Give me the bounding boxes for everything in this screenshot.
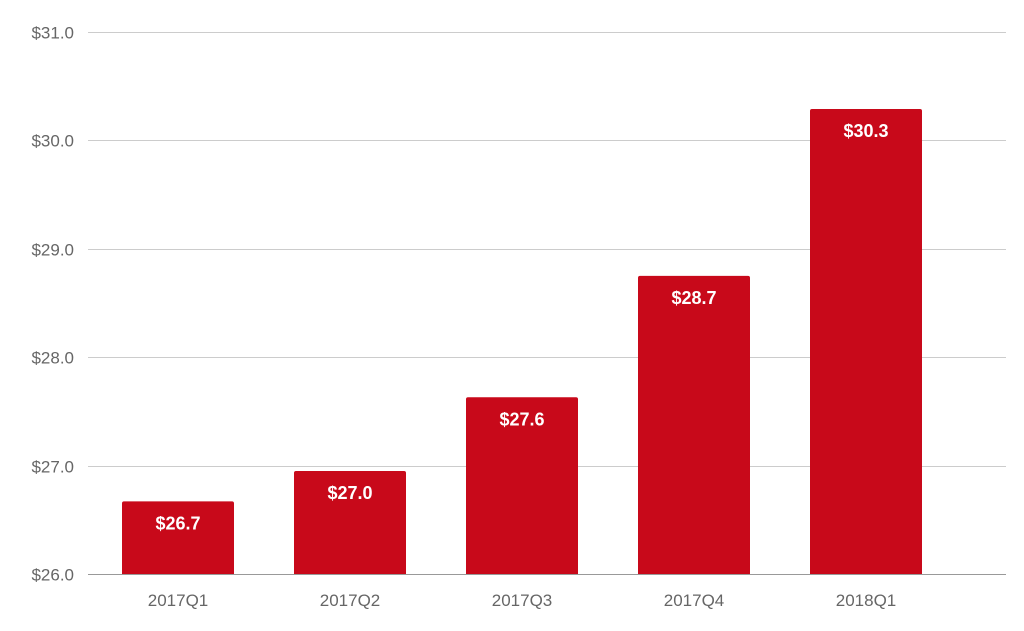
x-tick-label-2017Q1: 2017Q1 [148,591,209,610]
data-label-2017Q2: $27.0 [327,483,372,503]
bar-2018Q1 [810,108,922,575]
y-tick-label: $29.0 [31,241,74,260]
bar-2017Q4 [638,275,750,574]
data-label-2018Q1: $30.3 [843,121,888,141]
y-tick-label: $26.0 [31,566,74,585]
x-tick-label-2018Q1: 2018Q1 [836,591,897,610]
bar-2017Q3 [466,397,578,574]
y-tick-label: $31.0 [31,24,74,43]
x-axis-ticks: 2017Q1 2017Q2 2017Q3 2017Q4 2018Q1 [148,591,897,610]
bars [122,108,922,575]
x-tick-label-2017Q4: 2017Q4 [664,591,725,610]
y-tick-label: $30.0 [31,132,74,151]
x-tick-label-2017Q3: 2017Q3 [492,591,553,610]
data-label-2017Q3: $27.6 [499,409,544,429]
x-tick-label-2017Q2: 2017Q2 [320,591,381,610]
y-tick-label: $27.0 [31,458,74,477]
y-tick-label: $28.0 [31,349,74,368]
data-label-2017Q1: $26.7 [155,513,200,533]
bar-2017Q1 [122,501,234,574]
gridlines [88,32,1006,575]
bar-2017Q2 [294,471,406,574]
y-axis-ticks: $26.0 $27.0 $28.0 $29.0 $30.0 $31.0 [31,24,74,585]
data-label-2017Q4: $28.7 [671,288,716,308]
data-labels: $26.7 $27.0 $27.6 $28.7 $30.3 [155,121,888,533]
